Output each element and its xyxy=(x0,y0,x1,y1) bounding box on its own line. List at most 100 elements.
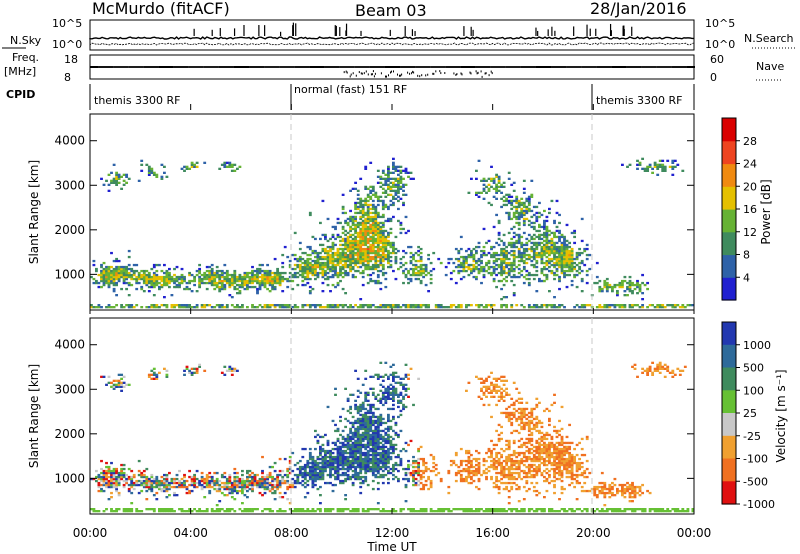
heatmap-cell xyxy=(417,269,421,273)
freq-point xyxy=(483,66,485,68)
freq-point xyxy=(339,66,341,68)
heatmap-cell xyxy=(402,269,405,273)
heatmap-cell xyxy=(578,251,582,255)
freq-point xyxy=(178,66,180,68)
heatmap-cell xyxy=(548,290,551,293)
freq-point xyxy=(655,66,657,68)
heatmap-cell xyxy=(399,171,403,174)
heatmap-cell xyxy=(558,275,561,279)
heatmap-cell xyxy=(465,306,468,309)
heatmap-cell xyxy=(293,473,297,477)
heatmap-cell xyxy=(175,265,179,269)
heatmap-cell xyxy=(359,457,363,461)
heatmap-cell xyxy=(127,306,131,309)
freq-point xyxy=(180,66,182,68)
heatmap-cell xyxy=(354,427,358,431)
heatmap-cell xyxy=(454,257,458,261)
heatmap-cell xyxy=(482,265,486,269)
heatmap-cell xyxy=(492,181,496,184)
heatmap-cell xyxy=(220,275,224,279)
heatmap-cell xyxy=(140,475,144,479)
heatmap-cell xyxy=(256,271,259,275)
heatmap-cell xyxy=(117,471,121,475)
heatmap-cell xyxy=(374,237,378,241)
heatmap-cell xyxy=(306,491,310,495)
freq-point xyxy=(304,66,306,68)
heatmap-cell xyxy=(530,249,534,253)
heatmap-cell xyxy=(548,247,551,251)
freq-point xyxy=(461,66,463,68)
heatmap-cell xyxy=(515,205,519,209)
heatmap-cell xyxy=(334,306,337,309)
heatmap-cell xyxy=(115,269,119,273)
heatmap-cell xyxy=(366,217,370,221)
heatmap-cell xyxy=(225,306,229,309)
heatmap-cell xyxy=(505,203,509,207)
heatmap-cell xyxy=(319,261,322,265)
heatmap-cell xyxy=(319,435,322,439)
heatmap-cell xyxy=(183,481,186,485)
heatmap-cell xyxy=(117,475,121,479)
heatmap-cell xyxy=(371,227,375,231)
heatmap-cell xyxy=(502,195,506,198)
freq-point xyxy=(366,66,368,68)
heatmap-cell xyxy=(510,279,514,283)
freq-point xyxy=(247,66,248,68)
heatmap-cell xyxy=(107,273,111,277)
heatmap-cell xyxy=(236,481,239,485)
heatmap-cell xyxy=(565,261,569,265)
heatmap-cell xyxy=(105,475,108,479)
heatmap-cell xyxy=(248,281,252,285)
heatmap-cell xyxy=(178,306,181,309)
heatmap-cell xyxy=(492,259,496,263)
heatmap-cell xyxy=(225,165,229,168)
heatmap-cell xyxy=(394,255,398,259)
heatmap-cell xyxy=(369,239,373,243)
heatmap-cell xyxy=(190,290,194,293)
heatmap-cell xyxy=(384,243,388,247)
heatmap-cell xyxy=(271,281,275,285)
heatmap-cell xyxy=(397,189,400,192)
heatmap-cell xyxy=(336,247,340,251)
heatmap-cell xyxy=(376,243,380,247)
heatmap-cell xyxy=(178,469,181,473)
heatmap-cell xyxy=(628,281,632,285)
heatmap-cell xyxy=(366,239,370,243)
heatmap-cell xyxy=(150,479,154,483)
heatmap-cell xyxy=(230,483,234,487)
freq-point xyxy=(614,66,616,68)
freq-point xyxy=(363,66,365,68)
heatmap-cell xyxy=(127,267,131,271)
heatmap-cell xyxy=(90,508,93,511)
heatmap-cell xyxy=(371,245,375,249)
heatmap-cell xyxy=(500,191,504,194)
heatmap-cell xyxy=(188,273,192,277)
heatmap-cell xyxy=(271,510,275,513)
heatmap-cell xyxy=(553,304,556,307)
heatmap-cell xyxy=(246,279,249,283)
heatmap-cell xyxy=(369,304,373,307)
nave-point xyxy=(427,73,429,76)
heatmap-cell xyxy=(336,439,340,443)
heatmap-cell xyxy=(165,283,169,287)
heatmap-cell xyxy=(376,225,380,229)
freq-point xyxy=(269,66,271,68)
heatmap-cell xyxy=(500,279,504,283)
freq-point xyxy=(501,66,503,68)
heatmap-cell xyxy=(228,491,232,495)
heatmap-cell xyxy=(344,461,348,465)
freq-point xyxy=(604,66,606,68)
heatmap-cell xyxy=(548,249,551,253)
heatmap-cell xyxy=(351,243,355,247)
heatmap-cell xyxy=(507,199,511,203)
heatmap-cell xyxy=(308,457,312,461)
heatmap-cell xyxy=(538,211,541,215)
heatmap-cell xyxy=(152,173,156,176)
freq-point xyxy=(241,66,242,68)
heatmap-cell xyxy=(550,247,554,251)
heatmap-cell xyxy=(548,261,551,265)
heatmap-cell xyxy=(339,267,342,271)
heatmap-cell xyxy=(399,221,403,225)
freq-point xyxy=(549,66,550,68)
